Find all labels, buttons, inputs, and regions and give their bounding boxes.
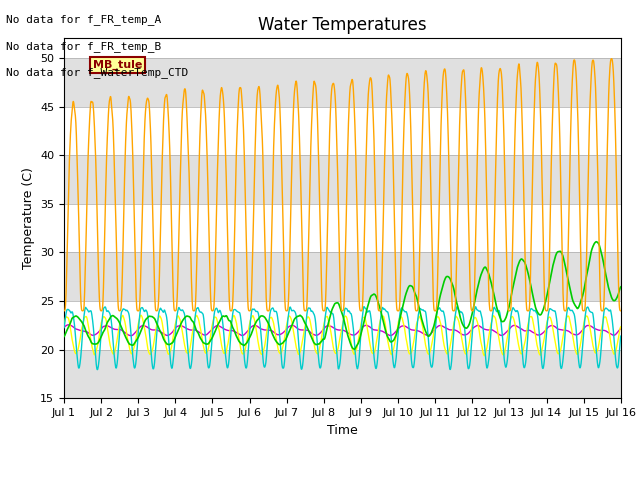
Title: Water Temperatures: Water Temperatures xyxy=(258,16,427,34)
X-axis label: Time: Time xyxy=(327,424,358,437)
Text: No data for f_FR_temp_B: No data for f_FR_temp_B xyxy=(6,41,162,52)
Y-axis label: Temperature (C): Temperature (C) xyxy=(22,168,35,269)
Bar xyxy=(64,252,621,301)
Text: No data for f_WaterTemp_CTD: No data for f_WaterTemp_CTD xyxy=(6,67,189,78)
Bar xyxy=(64,58,621,107)
Text: MB_tule: MB_tule xyxy=(93,60,142,70)
Text: No data for f_FR_temp_A: No data for f_FR_temp_A xyxy=(6,14,162,25)
Bar xyxy=(64,155,621,204)
Bar xyxy=(64,350,621,398)
